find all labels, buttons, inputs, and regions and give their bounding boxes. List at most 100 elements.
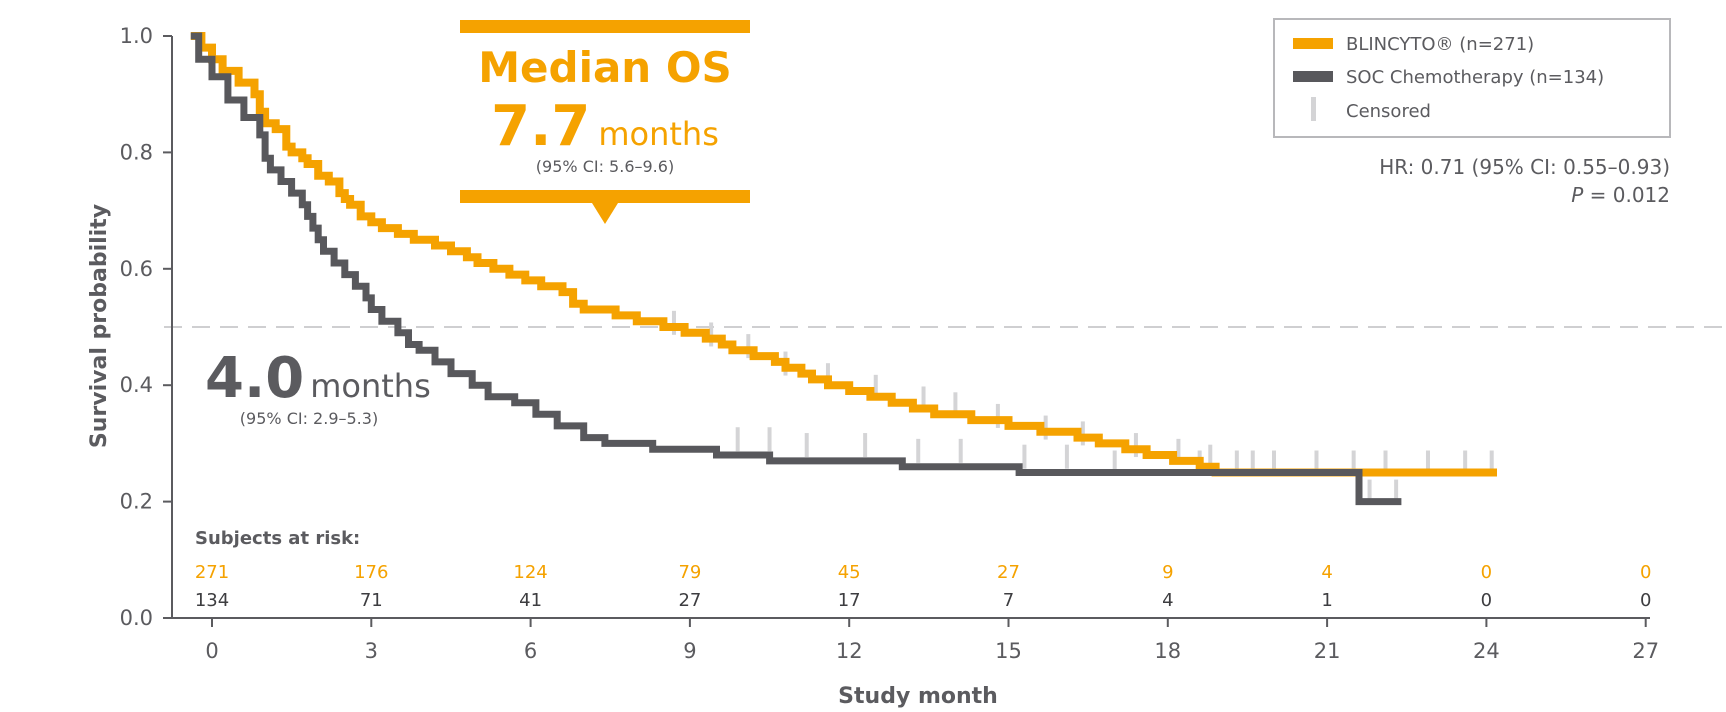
y-tick-label: 0.4: [120, 373, 153, 397]
at-risk-soc: 27: [678, 590, 701, 611]
legend-label-blincyto: BLINCYTO® (n=271): [1346, 34, 1534, 55]
at-risk-soc: 41: [519, 590, 542, 611]
x-tick-label: 21: [1314, 639, 1341, 663]
censored-mark: [671, 310, 676, 335]
y-axis-title: Survival probability: [87, 204, 112, 448]
at-risk-blincyto: 9: [1162, 562, 1173, 583]
censored-mark: [1425, 450, 1430, 475]
censored-mark: [916, 438, 921, 463]
hazard-ratio: HR: 0.71 (95% CI: 0.55–0.93): [1379, 155, 1670, 179]
censored-mark: [1112, 450, 1117, 475]
callout-top-bar: [460, 20, 750, 33]
censored-mark: [767, 427, 772, 452]
p-value: P = 0.012: [1571, 183, 1670, 207]
legend-box: [1273, 18, 1671, 138]
soc-median: 4.0 months: [205, 346, 431, 411]
p-value-number: = 0.012: [1583, 183, 1670, 207]
censored-mark: [1489, 450, 1494, 475]
at-risk-blincyto: 176: [354, 562, 388, 583]
censored-mark: [1383, 450, 1388, 475]
legend-label-soc: SOC Chemotherapy (n=134): [1346, 67, 1604, 88]
x-tick-label: 9: [683, 639, 696, 663]
censored-mark: [1463, 450, 1468, 475]
at-risk-soc: 17: [838, 590, 861, 611]
at-risk-soc: 0: [1481, 590, 1492, 611]
blincyto-median-value: 7.7: [491, 94, 590, 159]
censored-mark: [1367, 479, 1372, 504]
censored-mark: [1272, 450, 1276, 475]
legend-swatch-soc: [1293, 71, 1333, 82]
censored-mark: [1208, 444, 1213, 469]
x-tick-label: 12: [836, 639, 863, 663]
x-tick-label: 24: [1473, 639, 1500, 663]
censored-mark: [1080, 421, 1085, 446]
censored-mark: [804, 433, 809, 458]
censored-mark: [1234, 450, 1239, 475]
at-risk-blincyto: 124: [513, 562, 547, 583]
callout-bottom-bar: [460, 190, 750, 203]
x-tick-label: 3: [365, 639, 378, 663]
censored-mark: [1394, 479, 1399, 504]
at-risk-blincyto: 27: [997, 562, 1020, 583]
at-risk-blincyto: 271: [195, 562, 229, 583]
censored-mark: [953, 392, 958, 417]
censored-mark: [921, 386, 926, 411]
censored-mark: [1314, 450, 1319, 475]
at-risk-blincyto: 4: [1321, 562, 1332, 583]
censored-mark: [825, 363, 830, 388]
x-tick-label: 6: [524, 639, 537, 663]
censored-mark: [1351, 450, 1356, 475]
callout-pointer: [592, 203, 618, 224]
x-tick-label: 18: [1154, 639, 1181, 663]
blincyto-median-ci: (95% CI: 5.6–9.6): [536, 157, 674, 176]
series-line-soc: [190, 32, 1402, 506]
legend-swatch-censored: [1311, 97, 1316, 121]
at-risk-blincyto: 79: [678, 562, 701, 583]
censored-mark: [873, 374, 878, 399]
y-tick-label: 1.0: [120, 24, 153, 48]
at-risk-blincyto: 0: [1640, 562, 1651, 583]
censored-mark: [709, 322, 714, 347]
censored-mark: [863, 433, 868, 458]
x-axis-title: Study month: [838, 684, 998, 709]
censored-mark: [958, 438, 963, 463]
soc-median-value: 4.0: [205, 346, 304, 411]
at-risk-soc: 7: [1003, 590, 1014, 611]
legend: BLINCYTO® (n=271) SOC Chemotherapy (n=13…: [1273, 18, 1671, 138]
median-os-callout: Median OS 7.7 months (95% CI: 5.6–9.6): [460, 20, 750, 224]
series-layer: [190, 32, 1497, 506]
soc-median-callout: 4.0 months (95% CI: 2.9–5.3): [205, 346, 431, 428]
p-value-label: P: [1571, 183, 1584, 207]
blincyto-median-unit: months: [598, 115, 719, 153]
x-tick-label: 27: [1632, 639, 1659, 663]
at-risk-soc: 1: [1321, 590, 1332, 611]
at-risk-blincyto: 0: [1481, 562, 1492, 583]
at-risk-soc: 0: [1640, 590, 1651, 611]
axes-layer: [171, 36, 1650, 619]
ticks-layer: 0 3 6 9 12 15 18 21 24 27 0.0 0.2 0.4 0.6 0.8 1.0: [120, 24, 1659, 663]
censored-mark: [1022, 444, 1027, 469]
soc-median-unit: months: [310, 367, 431, 405]
censored-mark: [1133, 433, 1138, 458]
at-risk-blincyto: 45: [838, 562, 861, 583]
at-risk-soc: 71: [360, 590, 383, 611]
censored-mark: [1250, 450, 1255, 475]
y-tick-label: 0.6: [120, 257, 153, 281]
censored-mark: [1176, 438, 1181, 463]
censored-mark: [735, 427, 740, 452]
censored-mark: [746, 334, 751, 359]
series-line-blincyto: [190, 32, 1497, 477]
x-tick-label: 15: [995, 639, 1022, 663]
y-tick-label: 0.0: [120, 606, 153, 630]
censored-mark: [995, 403, 1000, 428]
at-risk-soc: 134: [195, 590, 229, 611]
censored-mark: [1043, 415, 1048, 440]
legend-swatch-blincyto: [1293, 38, 1333, 49]
censored-mark: [1064, 444, 1069, 469]
at-risk-soc: 4: [1162, 590, 1173, 611]
y-tick-label: 0.2: [120, 490, 153, 514]
median-os-heading: Median OS: [478, 43, 732, 92]
at-risk-title: Subjects at risk:: [195, 528, 360, 549]
